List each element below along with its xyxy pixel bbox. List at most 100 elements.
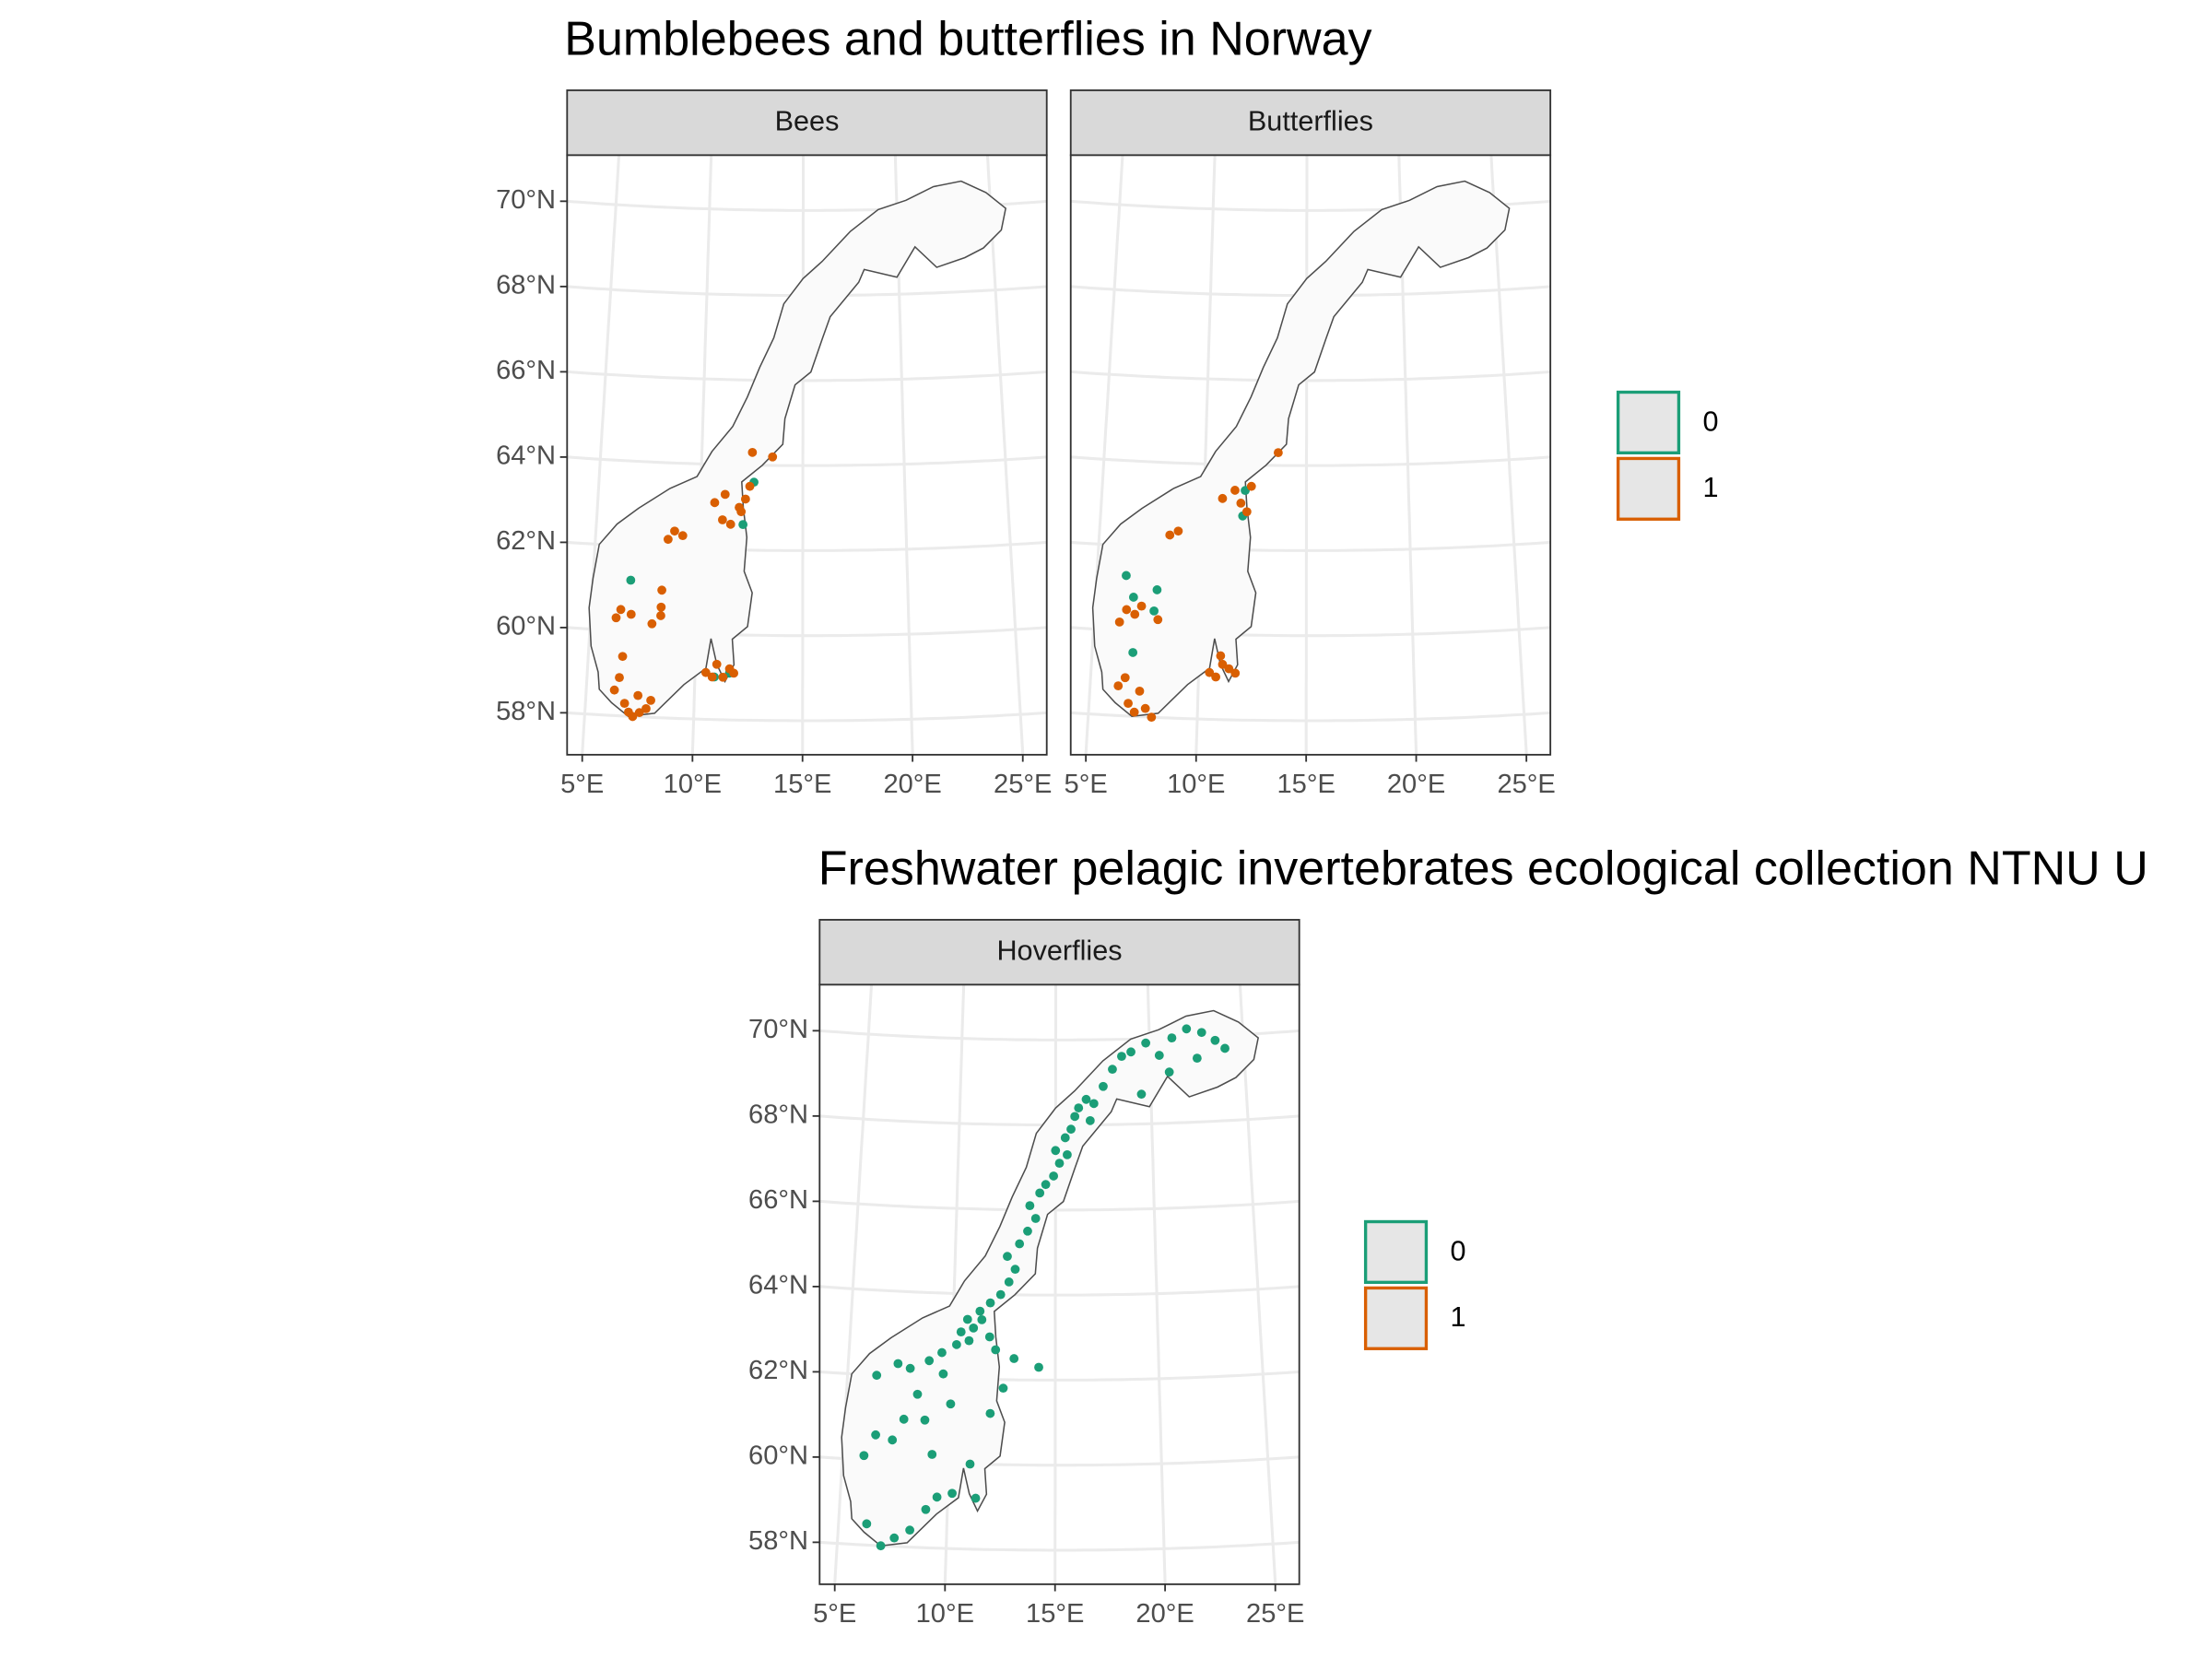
data-point xyxy=(718,672,728,682)
chart-title: Bumblebees and butterflies in Norway xyxy=(564,13,1371,66)
data-point xyxy=(670,526,679,536)
data-point xyxy=(657,585,666,595)
data-point xyxy=(1051,1146,1061,1156)
data-point xyxy=(1126,1047,1135,1057)
data-point xyxy=(932,1492,942,1502)
data-point xyxy=(1124,699,1133,709)
y-tick-label: 66°N xyxy=(496,356,556,385)
grid-line xyxy=(1397,155,1418,755)
data-point xyxy=(1230,668,1241,678)
data-point xyxy=(985,1408,995,1418)
data-point xyxy=(1173,526,1183,536)
y-tick-label: 68°N xyxy=(496,271,556,300)
x-tick-label: 25°E xyxy=(1246,1599,1304,1629)
data-point xyxy=(1122,571,1131,581)
data-point xyxy=(1236,499,1246,508)
data-point xyxy=(1025,1201,1035,1211)
data-point xyxy=(1041,1180,1051,1190)
data-point xyxy=(1246,481,1256,491)
data-point xyxy=(1030,1214,1041,1223)
data-point xyxy=(889,1533,900,1543)
x-tick-label: 5°E xyxy=(1065,770,1108,799)
grid-line xyxy=(690,155,713,755)
data-point xyxy=(1128,648,1138,657)
data-point xyxy=(1070,1112,1080,1122)
x-tick-label: 10°E xyxy=(916,1599,974,1629)
data-point xyxy=(736,507,747,517)
panel xyxy=(567,155,1047,755)
y-tick-label: 64°N xyxy=(748,1271,808,1300)
grid-line xyxy=(1146,984,1167,1584)
data-point xyxy=(905,1363,915,1373)
data-point xyxy=(1154,1051,1164,1060)
data-point xyxy=(1230,486,1240,495)
data-point xyxy=(1152,585,1162,594)
x-tick-label: 20°E xyxy=(1135,1599,1194,1629)
data-point xyxy=(1220,1043,1230,1053)
chart-title: Freshwater pelagic invertebrates ecologi… xyxy=(818,842,2148,896)
data-point xyxy=(1035,1188,1045,1198)
y-tick-label: 62°N xyxy=(496,526,556,556)
legend-key xyxy=(1616,456,1681,521)
country-outline xyxy=(1091,180,1511,718)
data-point xyxy=(626,609,636,619)
panel-border xyxy=(566,154,1048,756)
data-point xyxy=(717,515,727,524)
data-point xyxy=(1066,1124,1076,1135)
data-point xyxy=(1129,707,1139,717)
panel xyxy=(1070,155,1551,755)
data-point xyxy=(656,611,665,620)
data-point xyxy=(1120,673,1130,683)
data-point xyxy=(1211,672,1221,682)
data-point xyxy=(1273,448,1283,458)
data-point xyxy=(1085,1115,1095,1125)
y-tick-label: 68°N xyxy=(748,1100,808,1130)
data-point xyxy=(712,659,722,669)
data-point xyxy=(995,1289,1006,1300)
data-point xyxy=(1135,686,1145,696)
data-point xyxy=(1147,712,1157,723)
grid-line xyxy=(1489,155,1528,755)
grid-line xyxy=(1194,155,1217,755)
data-point xyxy=(924,1356,935,1366)
country-outline xyxy=(841,1009,1259,1547)
data-point xyxy=(998,1383,1008,1394)
data-point xyxy=(985,1298,995,1308)
y-tick-label: 62°N xyxy=(748,1356,808,1385)
panel-border xyxy=(818,983,1300,1585)
data-point xyxy=(615,673,624,683)
y-tick-label: 58°N xyxy=(748,1526,808,1556)
data-point xyxy=(1224,664,1234,674)
data-point xyxy=(1205,667,1215,677)
data-point xyxy=(618,652,628,662)
data-point xyxy=(611,613,621,623)
legend-key xyxy=(1363,1219,1429,1285)
x-tick-label: 25°E xyxy=(1497,770,1555,799)
data-point xyxy=(951,1339,961,1349)
data-point xyxy=(626,575,636,585)
data-point xyxy=(1167,1033,1177,1043)
y-tick-label: 60°N xyxy=(496,612,556,641)
data-point xyxy=(893,1359,903,1369)
data-point xyxy=(1241,507,1252,517)
data-point xyxy=(1034,1362,1043,1372)
data-point xyxy=(628,712,638,722)
data-point xyxy=(1074,1103,1084,1112)
data-point xyxy=(1009,1354,1019,1363)
data-point xyxy=(768,452,778,462)
data-point xyxy=(965,1459,975,1469)
data-point xyxy=(872,1371,882,1381)
x-tick-label: 15°E xyxy=(1277,770,1335,799)
data-point xyxy=(1108,1065,1117,1075)
data-point xyxy=(971,1493,981,1503)
grid-line xyxy=(1084,155,1124,755)
data-point xyxy=(1128,593,1138,602)
data-point xyxy=(720,489,730,500)
data-point xyxy=(700,667,711,677)
data-point xyxy=(862,1519,872,1529)
data-point xyxy=(938,1369,948,1379)
data-point xyxy=(1010,1265,1020,1275)
grid-line xyxy=(943,984,966,1584)
data-point xyxy=(1141,1038,1151,1048)
y-tick-label: 66°N xyxy=(748,1185,808,1215)
